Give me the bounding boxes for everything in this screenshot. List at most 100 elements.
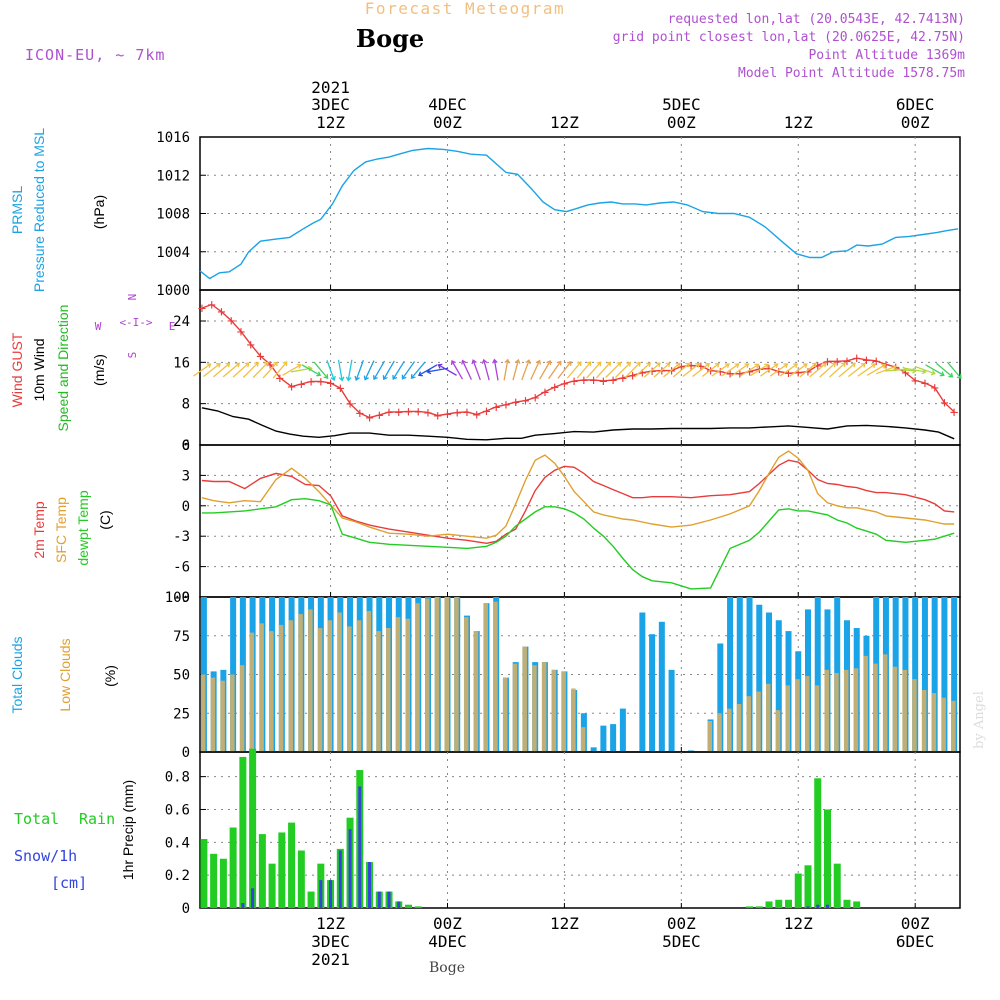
gust-marker: +: [862, 353, 870, 369]
rain-bar: [307, 891, 315, 908]
gust-marker: +: [492, 400, 500, 416]
temp-unit: (C): [97, 510, 113, 529]
gust-marker: +: [227, 313, 235, 329]
series-line-prmsl: [199, 147, 959, 280]
gust-marker: +: [940, 396, 948, 412]
gust-marker: +: [950, 405, 958, 421]
wind-arrow: [779, 363, 798, 377]
wind-arrow: [301, 364, 321, 376]
bottom-axis-label: 12Z: [784, 914, 813, 933]
y-tick-label: 24: [173, 314, 190, 330]
low-cloud-bar: [561, 671, 566, 752]
y-tick-label: 0: [182, 438, 190, 454]
wind-arrow: [212, 362, 230, 378]
wind-arrow-head: [330, 375, 336, 381]
gust-marker: +: [237, 324, 245, 340]
wind-arrow-head: [646, 362, 651, 368]
y-tick-label: 0.2: [165, 868, 190, 884]
top-hour-label: 12Z: [784, 113, 813, 132]
wind-arrow-head: [504, 358, 511, 364]
wind-arrow-head: [410, 374, 416, 379]
low-cloud-bar: [239, 665, 245, 752]
wind-arrow-head: [783, 363, 789, 369]
wind-arrow-head: [891, 364, 897, 371]
low-cloud-bar: [805, 676, 810, 752]
wind-arrow-head: [382, 375, 388, 381]
wind-arrow: [614, 362, 631, 378]
wind-arrow-head: [773, 363, 779, 369]
wind-arrow: [262, 361, 278, 379]
wind-arrow: [521, 359, 530, 381]
low-cloud-bar: [863, 655, 868, 752]
y-tick-label: 8: [182, 397, 190, 413]
bottom-axis-label: 00Z: [433, 914, 462, 933]
gust-marker: +: [198, 301, 206, 317]
low-cloud-bar: [210, 677, 216, 752]
wind-arrow: [653, 362, 671, 378]
gust-marker: +: [207, 297, 215, 313]
wind-arrow: [740, 363, 759, 377]
wind-arrow: [566, 361, 582, 379]
rain-bar: [814, 778, 822, 908]
snow-bar: [806, 906, 810, 908]
total-cloud-bar: [688, 750, 695, 752]
top-day-label: 5DEC: [662, 95, 701, 114]
gust-marker: +: [297, 377, 305, 393]
product-title: Forecast Meteogram: [365, 0, 565, 18]
wind-arrow-head: [244, 362, 250, 368]
low-cloud-bar: [766, 683, 771, 752]
wind-arrow-head: [546, 360, 552, 366]
wind-arrow: [809, 362, 827, 378]
snow-bar: [816, 904, 820, 908]
low-cloud-bar: [230, 674, 235, 752]
wind-arrow-head: [461, 359, 467, 365]
dewpt-label: dewpt Temp: [75, 490, 91, 565]
series-line-wind-gust: [201, 303, 955, 419]
total-cloud-bar: [590, 747, 597, 752]
wind-arrow-head: [235, 362, 241, 368]
wind-arrow-head: [675, 362, 681, 368]
low-cloud-bar: [736, 703, 742, 752]
rain-bar: [794, 873, 802, 908]
requested-coords: requested lon,lat (20.0543E, 42.7413N): [668, 12, 965, 27]
wind-arrow: [392, 360, 405, 380]
low-cloud-bar: [473, 631, 479, 752]
rain-bar: [405, 904, 413, 908]
wind-arrow-head: [616, 361, 622, 367]
rain-bar: [765, 901, 773, 908]
wind-arrow-head: [401, 374, 407, 380]
wind-arrow: [750, 363, 769, 377]
wind-arrow-head: [323, 374, 329, 379]
wind-arrow-head: [437, 363, 443, 369]
total-cloud-bar: [775, 620, 782, 752]
total-cloud-bar: [941, 597, 948, 752]
bottom-axis-label: 12Z: [316, 914, 345, 933]
wind-arrow: [819, 362, 836, 378]
rain-bar: [288, 822, 296, 908]
gust-marker: +: [217, 305, 225, 321]
wind-arrow-head: [812, 362, 817, 368]
bottom-axis-label: 4DEC: [428, 932, 467, 951]
low-cloud-bar: [921, 690, 927, 752]
low-cloud-bar: [951, 700, 956, 752]
wind-arrow-head: [948, 372, 954, 378]
snow-bar: [348, 829, 352, 908]
low-cloud-bar: [200, 674, 206, 752]
total-cloud-bar: [931, 597, 938, 752]
gust-marker: +: [638, 366, 646, 382]
top-hour-label: 00Z: [433, 113, 462, 132]
gust-marker: +: [911, 373, 919, 389]
wind-arrow-head: [586, 361, 592, 367]
rain-bar: [268, 863, 276, 908]
low-cloud-bar: [707, 721, 713, 752]
wind-arrow-head: [525, 359, 531, 365]
low-cloud-bar: [756, 691, 761, 752]
low-cloud-bar: [551, 669, 557, 752]
top-year-label: 2021: [311, 78, 350, 97]
wind-arrow-head: [345, 376, 352, 382]
wind-arrow-head: [535, 359, 542, 365]
gust-marker: +: [775, 365, 783, 381]
low-cloud-bar: [814, 685, 820, 752]
wind-arrow: [472, 359, 481, 381]
